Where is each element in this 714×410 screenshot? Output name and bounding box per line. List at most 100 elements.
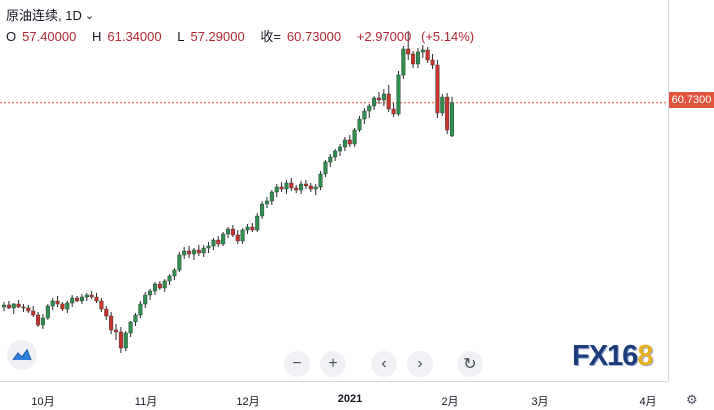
- candle-body: [401, 48, 406, 76]
- candle: [89, 291, 94, 299]
- candle: [191, 248, 196, 260]
- time-tick: 11月: [134, 396, 158, 408]
- candle: [79, 294, 84, 304]
- scroll-left-button[interactable]: ‹: [371, 351, 397, 377]
- candle-body: [118, 331, 123, 349]
- candle: [45, 304, 50, 320]
- candle-body: [333, 150, 338, 158]
- candle-body: [386, 93, 391, 110]
- candle: [109, 312, 114, 334]
- candle: [430, 54, 435, 69]
- candle: [381, 89, 386, 106]
- candle-body: [250, 226, 255, 231]
- chevron-down-icon[interactable]: ⌄: [84, 10, 95, 22]
- candle-body: [342, 139, 347, 148]
- candle: [114, 324, 119, 340]
- candle-body: [40, 317, 45, 326]
- time-tick: 12月: [236, 396, 260, 408]
- candle: [16, 300, 21, 308]
- price-scale[interactable]: [668, 0, 714, 381]
- candle: [420, 45, 425, 58]
- candle-body: [206, 245, 211, 249]
- candle-body: [167, 275, 172, 282]
- candle: [75, 296, 80, 302]
- candle: [352, 128, 357, 147]
- zoom-out-button[interactable]: −: [284, 351, 310, 377]
- candle-body: [303, 183, 308, 187]
- candle: [391, 103, 396, 117]
- candle-body: [367, 105, 372, 112]
- candlestick-plot[interactable]: [0, 0, 668, 381]
- candle: [50, 298, 55, 310]
- candle: [84, 293, 89, 301]
- candle: [279, 182, 284, 192]
- candle-body: [328, 156, 333, 163]
- candle-body: [21, 306, 26, 309]
- candle-body: [352, 129, 357, 145]
- candle-body: [65, 302, 70, 310]
- candle-body: [260, 203, 265, 217]
- candle: [362, 108, 367, 124]
- candle: [31, 306, 36, 317]
- symbol-legend[interactable]: 原油连续, 1D ⌄: [6, 8, 95, 23]
- candle: [167, 274, 172, 285]
- candle: [308, 183, 313, 192]
- open-value: 57.40000: [22, 29, 77, 44]
- time-tick: 2021: [337, 393, 363, 405]
- fx168-watermark: FX168: [572, 340, 653, 372]
- candle-body: [182, 250, 187, 256]
- candle: [216, 236, 221, 247]
- candle-body: [230, 228, 235, 236]
- candle: [294, 185, 299, 193]
- last-price-tag: 60.7300: [669, 92, 714, 108]
- candle-body: [435, 64, 440, 114]
- time-axis[interactable]: [0, 381, 668, 410]
- ohlc-legend: O 57.40000 H 61.34000 L 57.29000 收= 60.73000…: [6, 29, 475, 44]
- candle-body: [274, 186, 279, 193]
- candle: [260, 201, 265, 219]
- candle: [11, 303, 16, 314]
- candle-body: [391, 108, 396, 115]
- candle: [367, 104, 372, 118]
- low-value: 57.29000: [190, 29, 245, 44]
- tradingview-logo-icon[interactable]: [7, 340, 37, 370]
- candle: [143, 292, 148, 308]
- candle: [338, 144, 343, 156]
- candle: [357, 116, 362, 132]
- gear-icon[interactable]: ⚙: [686, 392, 698, 407]
- candle: [99, 298, 104, 312]
- symbol-name: 原油连续: [6, 8, 59, 23]
- candle: [255, 213, 260, 232]
- chart-area[interactable]: [0, 0, 668, 381]
- candle: [6, 301, 11, 309]
- candle: [406, 31, 411, 60]
- candle-body: [104, 308, 109, 317]
- candle-body: [255, 215, 260, 231]
- candle: [245, 224, 250, 234]
- candle-body: [6, 304, 11, 309]
- candle: [235, 230, 240, 244]
- candle: [376, 92, 381, 104]
- candle: [411, 51, 416, 68]
- candle: [323, 160, 328, 177]
- candle-body: [323, 161, 328, 175]
- candle: [401, 46, 406, 79]
- candle-body: [152, 283, 157, 292]
- candle-body: [177, 254, 182, 271]
- candle-body: [406, 48, 411, 55]
- candle-body: [396, 74, 401, 115]
- candle-body: [425, 49, 430, 61]
- candle: [26, 305, 31, 313]
- zoom-in-button[interactable]: +: [320, 351, 346, 377]
- candle-body: [2, 304, 6, 308]
- candle-body: [123, 332, 128, 349]
- scroll-right-button[interactable]: ›: [407, 351, 433, 377]
- candle-body: [109, 315, 114, 331]
- candle-body: [26, 307, 31, 312]
- candle: [40, 314, 45, 329]
- reset-chart-button[interactable]: ↻: [457, 351, 483, 377]
- candle: [450, 96, 455, 138]
- candle-body: [362, 110, 367, 120]
- candle-body: [99, 300, 104, 310]
- candle: [328, 154, 333, 167]
